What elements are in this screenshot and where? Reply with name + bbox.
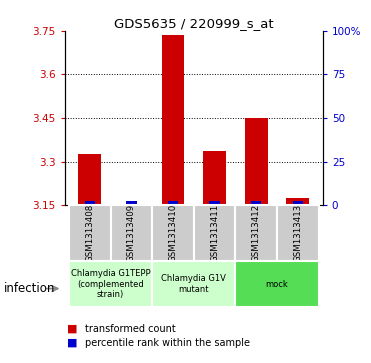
Bar — [251, 201, 262, 205]
Bar — [236, 205, 277, 261]
Bar — [85, 201, 95, 205]
Bar — [277, 205, 319, 261]
Text: GSM1313410: GSM1313410 — [168, 204, 178, 262]
Text: Chlamydia G1V
mutant: Chlamydia G1V mutant — [161, 274, 226, 294]
Text: mock: mock — [266, 280, 288, 289]
Bar — [203, 151, 226, 205]
Text: GSM1313411: GSM1313411 — [210, 204, 219, 262]
Bar — [69, 205, 111, 261]
Text: percentile rank within the sample: percentile rank within the sample — [85, 338, 250, 348]
Bar — [152, 261, 236, 307]
Bar — [236, 261, 319, 307]
Bar — [126, 201, 137, 205]
Text: GSM1313408: GSM1313408 — [85, 204, 94, 262]
Bar — [78, 154, 101, 205]
Text: infection: infection — [4, 282, 55, 295]
Text: GSM1313409: GSM1313409 — [127, 204, 136, 262]
Text: transformed count: transformed count — [85, 323, 176, 334]
Bar — [168, 201, 178, 205]
Bar — [111, 205, 152, 261]
Bar — [120, 204, 143, 205]
Bar — [210, 201, 220, 205]
Title: GDS5635 / 220999_s_at: GDS5635 / 220999_s_at — [114, 17, 274, 30]
Text: ■: ■ — [67, 323, 78, 334]
Bar — [194, 205, 236, 261]
Bar — [69, 261, 152, 307]
Bar — [162, 35, 184, 205]
Text: ■: ■ — [67, 338, 78, 348]
Bar — [286, 198, 309, 205]
Text: Chlamydia G1TEPP
(complemented
strain): Chlamydia G1TEPP (complemented strain) — [71, 269, 151, 299]
Text: GSM1313413: GSM1313413 — [293, 204, 302, 262]
Bar — [245, 118, 267, 205]
Bar — [152, 205, 194, 261]
Bar — [293, 201, 303, 205]
Text: GSM1313412: GSM1313412 — [252, 204, 261, 262]
